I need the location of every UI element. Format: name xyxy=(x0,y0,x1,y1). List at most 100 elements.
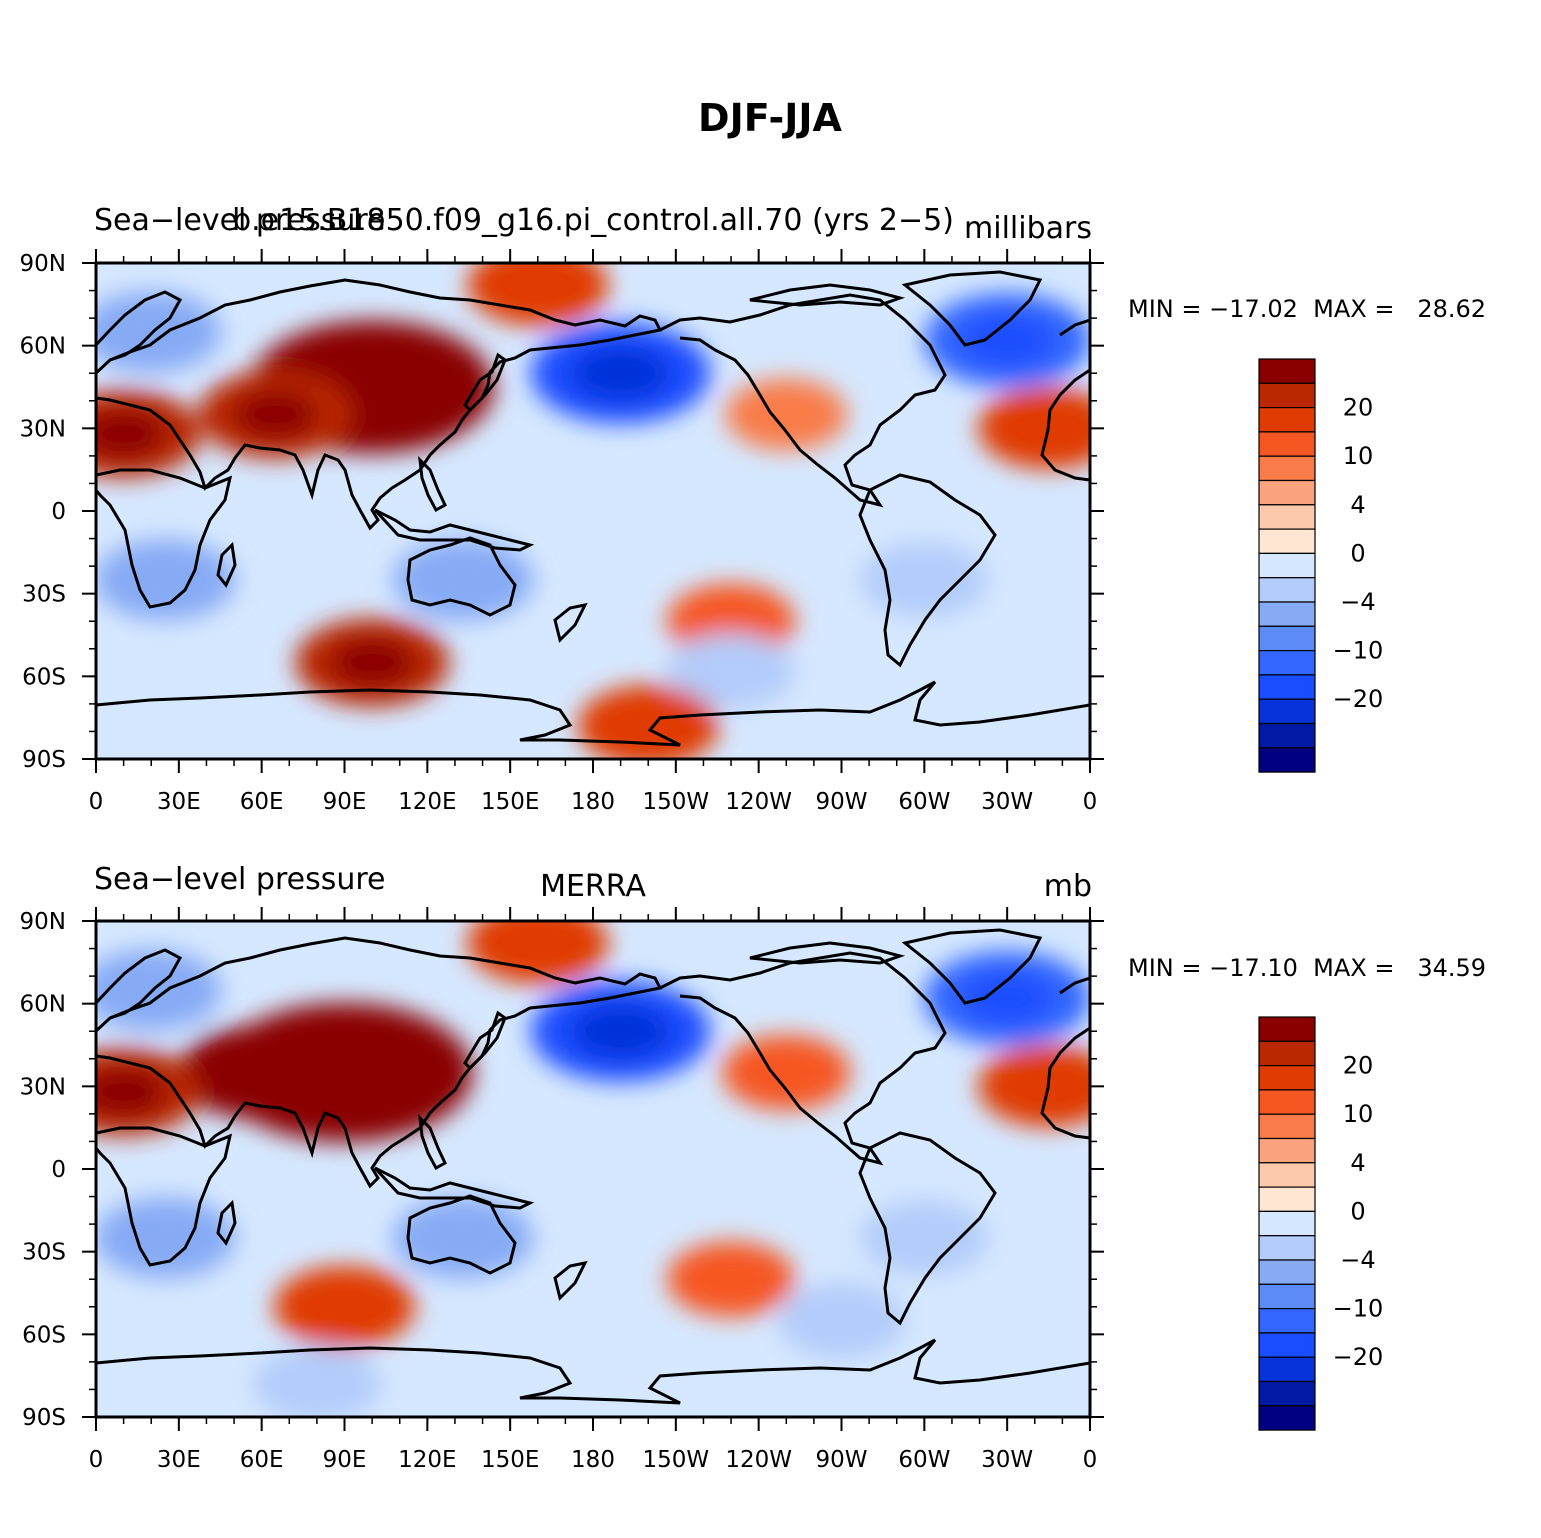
colorbar-label: −10 xyxy=(1333,637,1384,665)
x-tick-label: 0 xyxy=(1083,1447,1098,1473)
colorbar-swatch xyxy=(1258,601,1316,627)
anomaly-core xyxy=(96,409,166,459)
colorbar-swatch xyxy=(1258,1040,1316,1067)
y-tick-label: 90S xyxy=(22,1405,66,1431)
x-tick-label: 30E xyxy=(157,789,201,815)
map-axes: 0 30E 60E 90E 120E 150E 180 150W 120W 90W 60W 30W 09… xyxy=(20,249,1104,815)
anomaly-core xyxy=(96,1067,166,1117)
x-tick-label: 30W xyxy=(981,1447,1033,1473)
colorbar-label: −10 xyxy=(1333,1295,1384,1323)
anomaly-core xyxy=(215,1046,308,1099)
x-tick-label: 90E xyxy=(323,1447,367,1473)
colorbar-swatch xyxy=(1258,577,1316,603)
anomaly-core xyxy=(233,390,318,439)
y-tick-label: 0 xyxy=(51,1157,66,1183)
colorbar-swatch xyxy=(1258,1235,1316,1261)
x-tick-label: 90W xyxy=(815,789,867,815)
anomaly-core xyxy=(961,314,1054,367)
anomaly-cell xyxy=(96,1197,236,1279)
x-tick-label: 150W xyxy=(643,1447,710,1473)
colorbar-swatch xyxy=(1258,747,1316,773)
colorbar-swatch xyxy=(1258,358,1316,384)
x-tick-label: 30E xyxy=(157,1447,201,1473)
y-tick-label: 60S xyxy=(22,664,66,690)
figure-title: DJF-JJA xyxy=(698,96,843,140)
min-max-stats: MIN = −17.02 MAX = 28.62 xyxy=(1128,295,1486,323)
colorbar-swatch xyxy=(1258,1380,1316,1407)
colorbar-swatch xyxy=(1258,1307,1316,1334)
y-tick-label: 90S xyxy=(22,747,66,773)
anomaly-cell xyxy=(666,633,796,709)
anomaly-cell xyxy=(577,685,719,759)
colorbar-label: 20 xyxy=(1343,394,1374,422)
anomaly-cell xyxy=(252,1346,382,1417)
colorbar-swatch xyxy=(1258,698,1316,725)
colorbar-swatch xyxy=(1258,1162,1316,1188)
anomaly-cell xyxy=(273,1265,416,1348)
anomaly-core xyxy=(571,1003,671,1059)
x-tick-label: 120W xyxy=(725,789,792,815)
colorbar-swatch xyxy=(1258,1089,1316,1115)
colorbar-label: −20 xyxy=(1333,685,1384,713)
x-tick-label: 90E xyxy=(323,789,367,815)
colorbar-label: 4 xyxy=(1350,491,1365,519)
x-tick-label: 150E xyxy=(481,1447,539,1473)
anomaly-cell xyxy=(666,1241,796,1317)
anomaly-cell xyxy=(722,1034,851,1111)
x-tick-label: 0 xyxy=(89,789,104,815)
colorbar-swatch xyxy=(1258,1016,1316,1042)
colorbar-swatch xyxy=(1258,407,1316,433)
colorbar: 20 10 4 0 −4 −10 −20 xyxy=(1258,1016,1384,1431)
colorbar: 20 10 4 0 −4 −10 −20 xyxy=(1258,358,1384,773)
colorbar-label: 4 xyxy=(1350,1149,1365,1177)
colorbar-swatch xyxy=(1258,1405,1316,1431)
anomaly-cell xyxy=(978,387,1090,470)
panel-units-label: mb xyxy=(1044,869,1092,904)
y-tick-label: 60N xyxy=(20,334,66,360)
y-tick-label: 30S xyxy=(22,1240,66,1266)
colorbar-swatch xyxy=(1258,1113,1316,1140)
x-tick-label: 180 xyxy=(571,1447,615,1473)
colorbar-swatch xyxy=(1258,722,1316,749)
colorbar-swatch xyxy=(1258,1186,1316,1212)
colorbar-label: 20 xyxy=(1343,1052,1374,1080)
colorbar-swatch xyxy=(1258,1259,1316,1285)
map-field xyxy=(96,263,1090,759)
colorbar-swatch xyxy=(1258,552,1316,579)
y-tick-label: 30N xyxy=(20,1074,66,1100)
panel-center-label: MERRA xyxy=(540,869,646,904)
y-tick-label: 30S xyxy=(22,582,66,608)
panel-center-label: b.e15.B1850.f09_g16.pi_control.all.70 (y… xyxy=(232,203,954,238)
colorbar-label: 10 xyxy=(1343,1100,1374,1128)
y-tick-label: 90N xyxy=(20,909,66,935)
anomaly-cell xyxy=(777,1282,906,1359)
anomaly-core xyxy=(961,972,1054,1025)
colorbar-swatch xyxy=(1258,528,1316,554)
x-tick-label: 150E xyxy=(481,789,539,815)
anomaly-cell xyxy=(860,542,989,618)
colorbar-swatch xyxy=(1258,674,1316,700)
anomaly-cell xyxy=(96,539,236,621)
y-tick-label: 60S xyxy=(22,1322,66,1348)
y-tick-label: 30N xyxy=(20,416,66,442)
x-tick-label: 30W xyxy=(981,789,1033,815)
anomaly-core xyxy=(571,345,671,401)
colorbar-swatch xyxy=(1258,455,1316,482)
anomaly-cell xyxy=(978,1045,1090,1128)
colorbar-swatch xyxy=(1258,649,1316,676)
colorbar-swatch xyxy=(1258,1356,1316,1383)
x-tick-label: 90W xyxy=(815,1447,867,1473)
colorbar-label: 10 xyxy=(1343,442,1374,470)
anomaly-core xyxy=(329,638,415,687)
colorbar-label: 0 xyxy=(1350,539,1365,567)
anomaly-cell xyxy=(860,1200,989,1276)
colorbar-swatch xyxy=(1258,1210,1316,1237)
colorbar-swatch xyxy=(1258,1137,1316,1164)
colorbar-swatch xyxy=(1258,431,1316,457)
y-tick-label: 0 xyxy=(51,499,66,525)
colorbar-swatch xyxy=(1258,479,1316,506)
colorbar-swatch xyxy=(1258,382,1316,409)
x-tick-label: 120E xyxy=(398,789,456,815)
anomaly-cell xyxy=(467,263,609,326)
panel-units-label: millibars xyxy=(964,211,1092,246)
